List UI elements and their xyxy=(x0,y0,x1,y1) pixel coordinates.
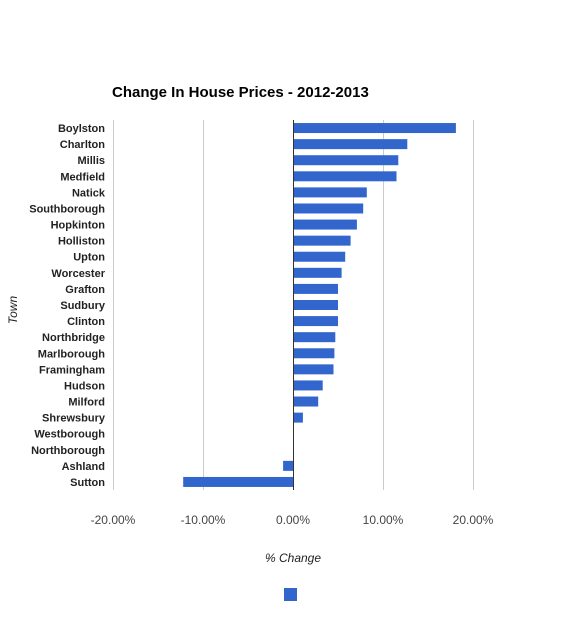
chart-title: Change In House Prices - 2012-2013 xyxy=(112,84,369,101)
category-label: Upton xyxy=(73,252,105,264)
x-tick-label: -10.00% xyxy=(181,513,226,527)
category-label: Grafton xyxy=(65,284,105,296)
y-axis-title: Town xyxy=(6,296,20,325)
category-label: Millis xyxy=(77,155,105,167)
bar xyxy=(293,171,397,182)
category-label: Framingham xyxy=(39,364,105,376)
x-tick-label: 10.00% xyxy=(363,513,404,527)
bar xyxy=(293,412,303,423)
bar xyxy=(293,123,456,134)
category-label: Worcester xyxy=(51,268,105,280)
category-label: Milford xyxy=(68,397,105,409)
bar xyxy=(293,203,364,214)
gridlines xyxy=(113,120,474,490)
bar xyxy=(293,235,351,246)
x-tick-label: 20.00% xyxy=(453,513,494,527)
bar xyxy=(293,219,357,230)
category-label: Sutton xyxy=(70,477,105,489)
bar xyxy=(293,364,334,375)
category-label: Holliston xyxy=(58,236,105,248)
x-tick-label: 0.00% xyxy=(276,513,310,527)
bar xyxy=(293,348,335,359)
category-label: Natick xyxy=(72,187,106,199)
bar xyxy=(293,396,319,407)
category-label: Westborough xyxy=(34,429,105,441)
category-label: Hopkinton xyxy=(51,220,106,232)
category-label: Sudbury xyxy=(60,300,105,312)
category-label: Northbridge xyxy=(42,332,105,344)
x-tick-labels: -20.00% -10.00% 0.00% 10.00% 20.00% xyxy=(91,513,494,527)
bar xyxy=(293,251,346,262)
bar xyxy=(283,460,293,471)
category-label: Northborough xyxy=(31,445,105,457)
category-label: Clinton xyxy=(67,316,105,328)
category-label: Medfield xyxy=(60,171,105,183)
bar xyxy=(293,267,342,278)
category-label: Hudson xyxy=(64,380,105,392)
category-label: Charlton xyxy=(60,139,106,151)
bar xyxy=(183,476,293,487)
bar xyxy=(293,187,367,198)
bar xyxy=(293,300,338,310)
bar xyxy=(293,332,336,343)
category-label: Shrewsbury xyxy=(42,413,106,425)
category-labels: Boylston Charlton Millis Medfield Natick Sout… xyxy=(29,123,106,489)
bar xyxy=(293,155,399,166)
x-axis-title: % Change xyxy=(265,551,321,565)
category-label: Boylston xyxy=(58,123,105,135)
bar xyxy=(293,283,338,294)
legend-swatch xyxy=(284,588,297,601)
bar xyxy=(293,139,408,150)
x-tick-label: -20.00% xyxy=(91,513,136,527)
bars xyxy=(183,123,456,487)
bar xyxy=(293,316,338,327)
category-label: Ashland xyxy=(62,461,105,473)
bar xyxy=(293,380,323,391)
category-label: Marlborough xyxy=(38,348,105,360)
category-label: Southborough xyxy=(29,203,105,215)
